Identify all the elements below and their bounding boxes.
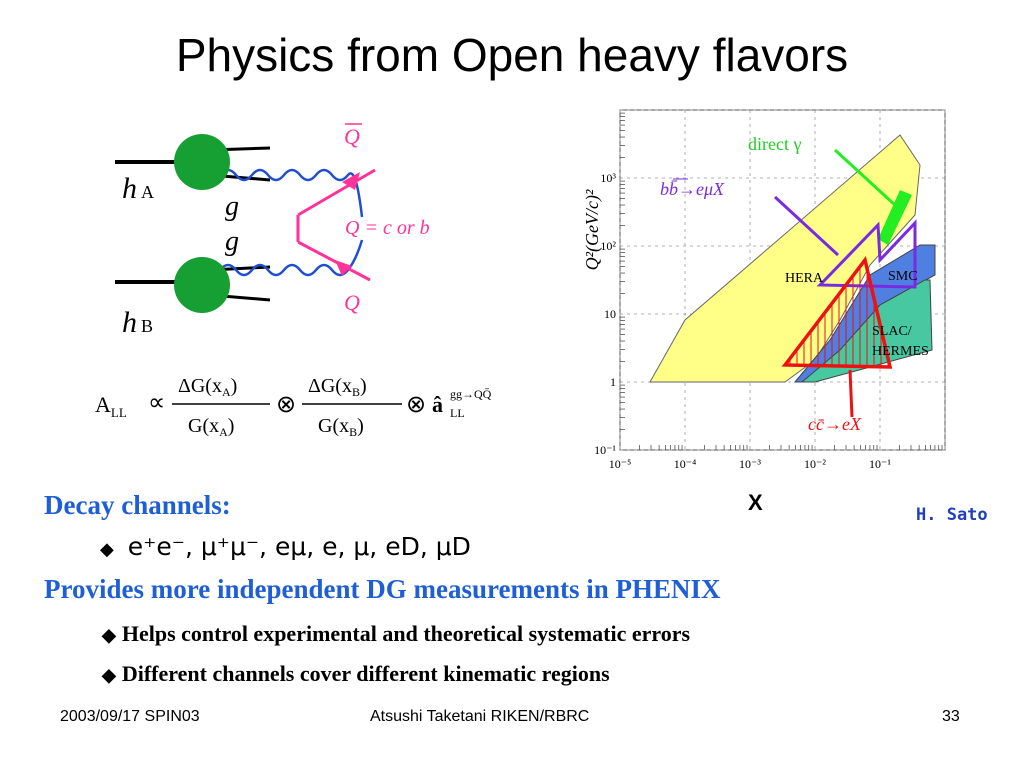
gluon-label-top: g <box>225 191 239 222</box>
footer-page-number: 33 <box>942 708 960 725</box>
q-def-label: Q = c or b <box>345 217 430 239</box>
direct-gamma-band <box>878 190 912 245</box>
chart-x-label: X <box>748 490 763 515</box>
antiquark-arrow <box>342 172 360 190</box>
direct-gamma-arrow <box>833 148 897 207</box>
x-tick-label: 10⁻⁴ <box>674 457 697 471</box>
kinematic-coverage-chart: Q²(GeV/c)² HERA SMC SLAC/ HERMES direct … <box>582 109 946 471</box>
qbar-label: Q <box>344 124 360 149</box>
antiquark-line <box>297 168 376 217</box>
formula-num-b: ΔG(xB) <box>308 375 367 399</box>
all-formula: ALL ∝ ΔG(xA) G(xA) ⊗ ΔG(xB) G(xB) ⊗ â gg… <box>95 375 492 439</box>
y-tick-label: 10² <box>600 239 616 253</box>
bb-arrow <box>773 195 840 257</box>
bullet-text: Different channels cover different kinem… <box>121 661 610 686</box>
annot-direct-gamma: direct γ <box>748 134 801 154</box>
gluon-label-bottom: g <box>225 226 239 257</box>
formula-lhs: ALL <box>95 392 127 420</box>
footer-author: Atsushi Taketani RIKEN/RBRC <box>370 708 590 725</box>
bullet-systematics: ◆ Helps control experimental and theoreti… <box>102 621 690 647</box>
y-tick-label: 10 <box>604 307 616 321</box>
slide-title: Physics from Open heavy flavors <box>175 29 849 81</box>
gluon-top <box>219 168 364 218</box>
bullet-kinematic: ◆ Different channels cover different kine… <box>102 661 610 687</box>
y-tick-label: 1 <box>610 375 616 389</box>
x-tick-label: 10⁻² <box>804 457 826 471</box>
section-decay-channels: Decay channels: <box>44 490 231 520</box>
x-tick-label: 10⁻⁵ <box>609 457 632 471</box>
formula-den-b: G(xB) <box>318 415 364 439</box>
gluon-bottom <box>219 239 364 277</box>
annot-bb: bb̄→eμX <box>660 179 725 199</box>
label-hermes: HERMES <box>872 344 929 359</box>
quark-arrow <box>335 260 352 276</box>
annot-cc: cc̄→eX <box>808 414 862 434</box>
bullet-text: Helps control experimental and theoretic… <box>121 621 691 646</box>
credit-label: H. Sato <box>916 505 988 525</box>
diamond-bullet-icon: ◆ <box>102 625 116 645</box>
formula-ahat: â <box>432 392 443 417</box>
x-tick-label: 10⁻³ <box>739 457 761 471</box>
formula-num-a: ΔG(xA) <box>178 375 237 399</box>
region-hera <box>649 134 921 383</box>
y-tick-label: 10⁻¹ <box>594 443 616 457</box>
formula-otimes-2: ⊗ <box>406 392 426 418</box>
label-hera: HERA <box>785 271 824 286</box>
formula-ahat-sub: LL <box>450 406 465 420</box>
formula-prop: ∝ <box>148 390 165 416</box>
x-tick-label: 10⁻¹ <box>869 457 891 471</box>
chart-ylabel: Q²(GeV/c)² <box>582 189 603 270</box>
diamond-bullet-icon: ◆ <box>102 665 116 685</box>
formula-ahat-sup: gg→QQ̄ <box>450 387 492 401</box>
plot-ticks: 10⁻⁵ 10⁻⁴ 10⁻³ 10⁻² 10⁻¹ 10⁻¹ 1 10 10² 10³ <box>594 171 891 471</box>
diamond-bullet-icon: ◆ <box>100 539 114 560</box>
cc-arrow <box>848 369 854 418</box>
y-tick-label: 10³ <box>600 171 616 185</box>
channels-line: ◆ e⁺e⁻, μ⁺μ⁻, eμ, e, μ, eD, μD <box>100 532 471 561</box>
quark-line <box>297 240 371 282</box>
channels-text: e⁺e⁻, μ⁺μ⁻, eμ, e, μ, eD, μD <box>127 532 471 561</box>
section-independent-dg: Provides more independent DG measurement… <box>44 574 721 604</box>
bb-region <box>816 219 917 289</box>
proton-a <box>174 134 230 190</box>
proton-b <box>174 257 230 313</box>
formula-otimes-1: ⊗ <box>276 392 296 418</box>
footer-date: 2003/09/17 SPIN03 <box>60 708 200 725</box>
label-smc: SMC <box>888 269 918 284</box>
q-label: Q <box>344 290 360 315</box>
formula-den-a: G(xA) <box>188 415 234 439</box>
label-slac: SLAC/ <box>872 324 912 339</box>
cc-region <box>781 255 893 369</box>
